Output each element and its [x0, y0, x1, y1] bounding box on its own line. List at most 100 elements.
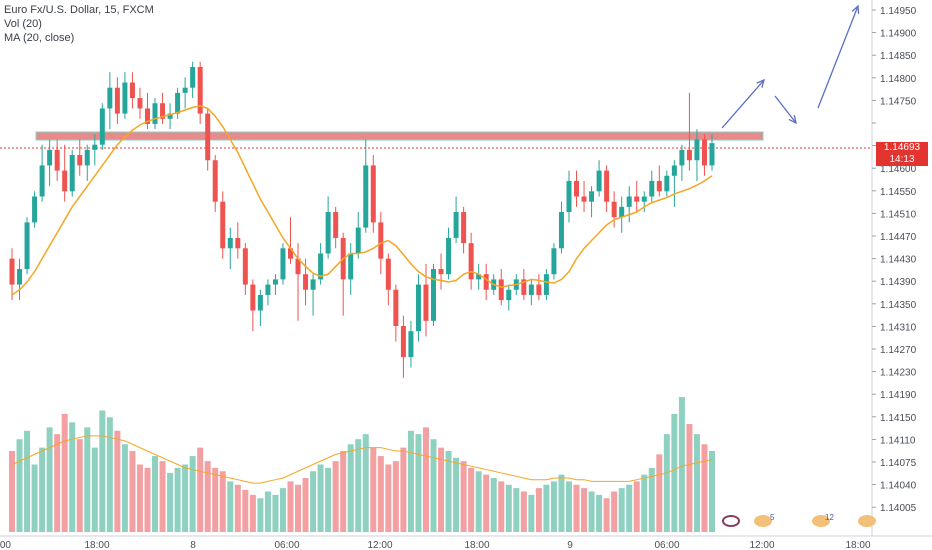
volume-bar	[505, 484, 512, 532]
candle-body	[446, 237, 452, 275]
volume-bar	[558, 474, 565, 532]
volume-bar	[310, 471, 317, 532]
candle-body	[114, 87, 120, 114]
candle-body	[235, 237, 241, 249]
volume-bar	[385, 464, 392, 532]
candle-body	[84, 149, 90, 166]
candle-body	[641, 196, 647, 202]
legend-symbol[interactable]: Euro Fx/U.S. Dollar, 15, FXCM	[4, 4, 154, 16]
candle-body	[581, 196, 587, 202]
volume-bar	[106, 417, 113, 532]
volume-bar	[709, 451, 715, 532]
candle-body	[574, 180, 580, 197]
resistance-zone	[35, 131, 764, 141]
candle-body	[129, 82, 135, 99]
candle-body	[483, 274, 489, 290]
candle-body	[137, 98, 143, 109]
volume-bar	[152, 456, 159, 532]
candle-body	[453, 212, 459, 238]
volume-bar	[460, 461, 467, 532]
candle-body	[348, 253, 354, 280]
forecast-arrowhead	[788, 115, 797, 125]
candle-body	[24, 222, 30, 270]
event-flag-icon[interactable]	[722, 515, 740, 527]
volume-bar	[144, 467, 151, 532]
candle-body	[506, 289, 512, 301]
volume-bar	[227, 481, 234, 532]
volume-bar	[543, 484, 550, 532]
forecast-arrow	[817, 5, 859, 109]
volume-bar	[136, 464, 143, 532]
legend-ma[interactable]: MA (20, close)	[4, 32, 75, 44]
volume-bar	[219, 471, 226, 532]
candle-body	[438, 269, 444, 275]
volume-bar	[453, 457, 460, 532]
volume-bar	[174, 467, 181, 532]
volume-bar	[626, 484, 633, 532]
volume-bar	[302, 478, 309, 532]
volume-bar	[581, 488, 588, 532]
forecast-arrowhead	[851, 4, 860, 15]
x-tick-label: 18:00	[464, 540, 489, 550]
chart-legend: Euro Fx/U.S. Dollar, 15, FXCM Vol (20) M…	[4, 3, 154, 45]
volume-bar	[317, 464, 324, 532]
volume-bar	[400, 447, 407, 532]
volume-bar	[573, 484, 580, 532]
y-tick-label: 1.14190	[880, 390, 917, 401]
legend-volume[interactable]: Vol (20)	[4, 18, 42, 30]
candle-body	[649, 180, 655, 197]
volume-bar	[84, 427, 91, 532]
volume-bar	[159, 461, 166, 532]
volume-bar	[490, 478, 497, 532]
candle-body	[167, 113, 173, 119]
x-tick-label: 06:00	[274, 540, 299, 550]
candle-body	[325, 212, 331, 254]
candle-body	[664, 175, 670, 192]
candle-body	[190, 66, 196, 88]
volume-bar	[415, 434, 422, 532]
volume-bar	[114, 430, 121, 532]
y-tick-label: 1.14900	[880, 29, 917, 40]
event-flag-icon[interactable]	[754, 515, 772, 527]
volume-bar	[39, 447, 46, 532]
candle-body	[393, 289, 399, 327]
volume-bar	[182, 464, 189, 532]
volume-bar	[370, 447, 377, 532]
candle-body	[378, 222, 384, 259]
volume-bar	[565, 481, 572, 532]
volume-bar	[663, 434, 670, 532]
x-tick-label: 12:00	[367, 540, 392, 550]
volume-bar	[671, 413, 678, 532]
candle-body	[701, 139, 707, 166]
candle-body	[220, 201, 226, 249]
volume-bar	[377, 456, 384, 532]
volume-bar	[648, 467, 655, 532]
event-flag-icon[interactable]	[812, 515, 830, 527]
candle-body	[47, 149, 53, 166]
volume-bar	[197, 447, 204, 532]
candle-body	[318, 253, 324, 280]
candle-body	[408, 331, 414, 358]
candle-body	[32, 196, 38, 223]
event-flag-icon[interactable]	[858, 515, 876, 527]
y-tick-label: 1.14075	[880, 458, 917, 469]
candle-body	[363, 165, 369, 228]
volume-bar	[355, 439, 362, 532]
candle-body	[604, 170, 610, 202]
candle-body	[242, 248, 248, 285]
x-tick-label: 06:00	[654, 540, 679, 550]
volume-bar	[287, 481, 294, 532]
volume-bar	[264, 491, 271, 532]
volume-bar	[129, 451, 136, 532]
candle-body	[521, 279, 527, 295]
volume-bar	[325, 467, 332, 532]
candle-body	[370, 165, 376, 223]
candle-body	[423, 284, 429, 321]
candle-body	[250, 284, 256, 311]
candle-body	[99, 108, 105, 145]
volume-bar	[641, 474, 648, 532]
volume-bar	[167, 472, 174, 532]
candle-body	[9, 258, 15, 285]
volume-bar	[332, 461, 339, 532]
